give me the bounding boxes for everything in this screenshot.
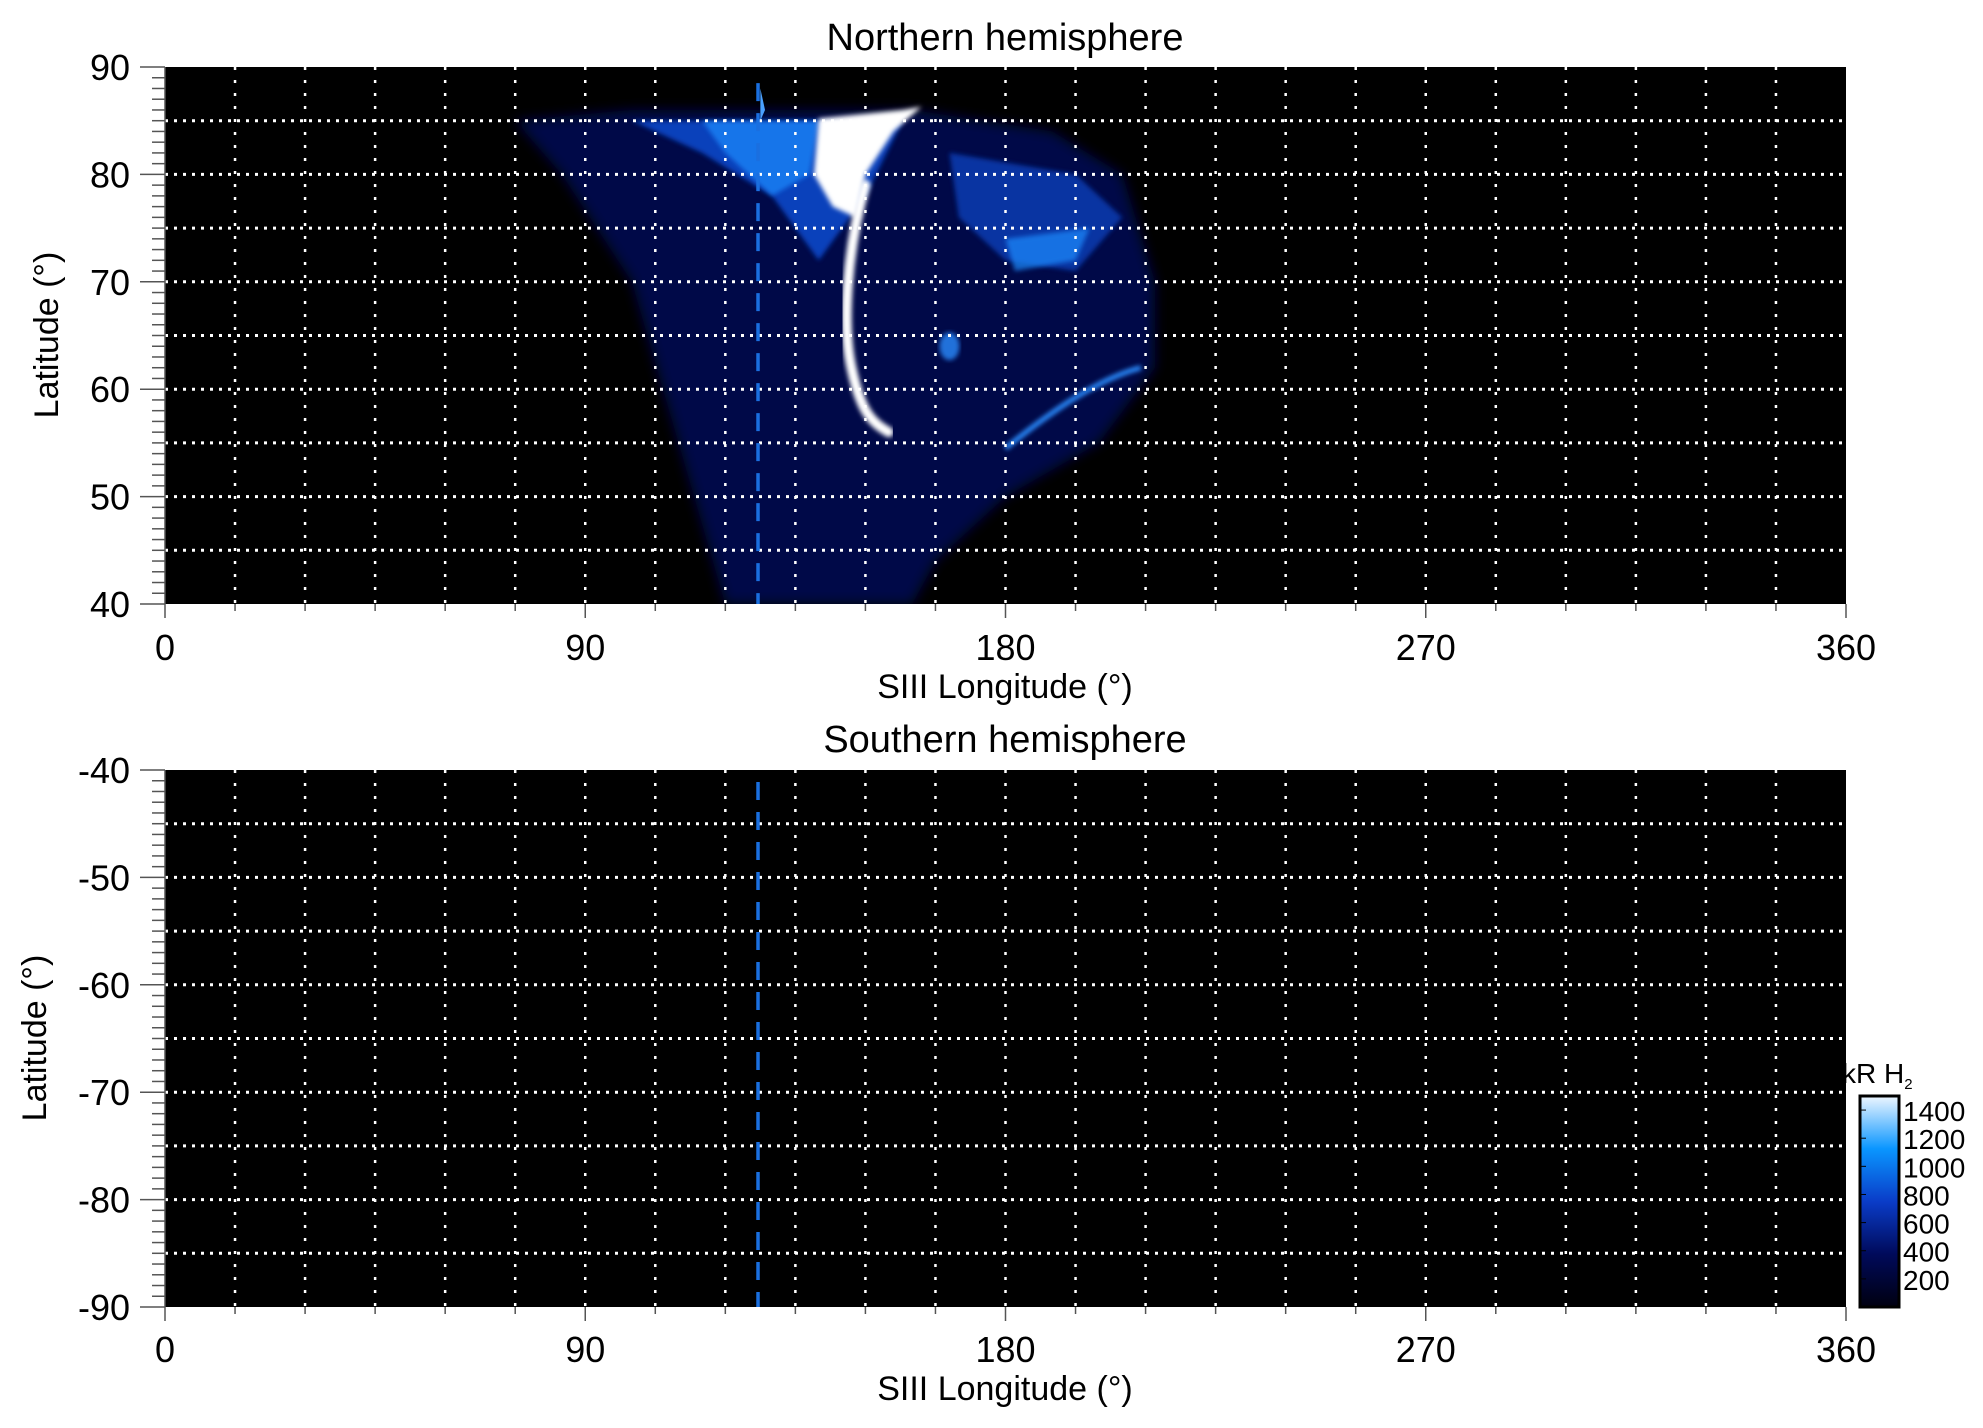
y-tick-label: -60: [78, 965, 130, 1006]
x-tick-label: 270: [1396, 1329, 1456, 1370]
y-axis-label: Latitude (°): [16, 955, 54, 1122]
y-tick-label: -50: [78, 857, 130, 898]
colorbar-tick-label: 1000: [1903, 1152, 1965, 1183]
dusk-patch: [1005, 228, 1090, 272]
polar-emission-bright: [701, 120, 819, 196]
emission-spot: [939, 332, 960, 361]
x-tick-label: 270: [1396, 627, 1456, 668]
colorbar-label: kR H2: [1842, 1058, 1913, 1093]
y-tick-label: 40: [90, 584, 130, 625]
x-tick-label: 360: [1816, 627, 1876, 668]
colorbar-tick-label: 200: [1903, 1265, 1950, 1296]
panel-title: Northern hemisphere: [827, 17, 1184, 59]
main-auroral-oval: [841, 180, 894, 438]
y-tick-label: 60: [90, 369, 130, 410]
northern-hemisphere-panel: Northern hemisphere SIII Longitude (°) L…: [28, 17, 1876, 706]
y-tick-label: 90: [90, 47, 130, 88]
x-axis-label: SIII Longitude (°): [877, 668, 1133, 706]
equatorward-arc: [1003, 365, 1142, 451]
panel-title: Southern hemisphere: [823, 719, 1186, 761]
colorbar-gradient: [1858, 1094, 1901, 1309]
y-tick-label: -70: [78, 1072, 130, 1113]
x-tick-label: 90: [565, 627, 605, 668]
x-tick-label: 180: [975, 627, 1035, 668]
x-tick-label: 90: [565, 1329, 605, 1370]
y-tick-label: 70: [90, 262, 130, 303]
x-axis-label: SIII Longitude (°): [877, 1370, 1133, 1408]
x-tick-label: 0: [155, 627, 175, 668]
x-tick-label: 180: [975, 1329, 1035, 1370]
y-tick-label: -40: [78, 750, 130, 791]
y-tick-label: -80: [78, 1180, 130, 1221]
y-tick-label: 80: [90, 154, 130, 195]
main-emission-bright: [814, 106, 922, 218]
colorbar-tick-label: 400: [1903, 1237, 1950, 1268]
x-tick-label: 0: [155, 1329, 175, 1370]
y-axis-label: Latitude (°): [28, 252, 66, 419]
colorbar-tick-label: 1200: [1903, 1124, 1965, 1155]
aurora-emission: [515, 88, 1155, 604]
colorbar-tick-label: 600: [1903, 1209, 1950, 1240]
colorbar-tick-label: 1400: [1903, 1096, 1965, 1127]
y-tick-label: 50: [90, 477, 130, 518]
emission-spike: [760, 88, 766, 121]
y-tick-label: -90: [78, 1287, 130, 1328]
southern-hemisphere-panel: Southern hemisphere SIII Longitude (°) L…: [16, 719, 1876, 1408]
x-tick-label: 360: [1816, 1329, 1876, 1370]
colorbar-tick-label: 800: [1903, 1180, 1950, 1211]
